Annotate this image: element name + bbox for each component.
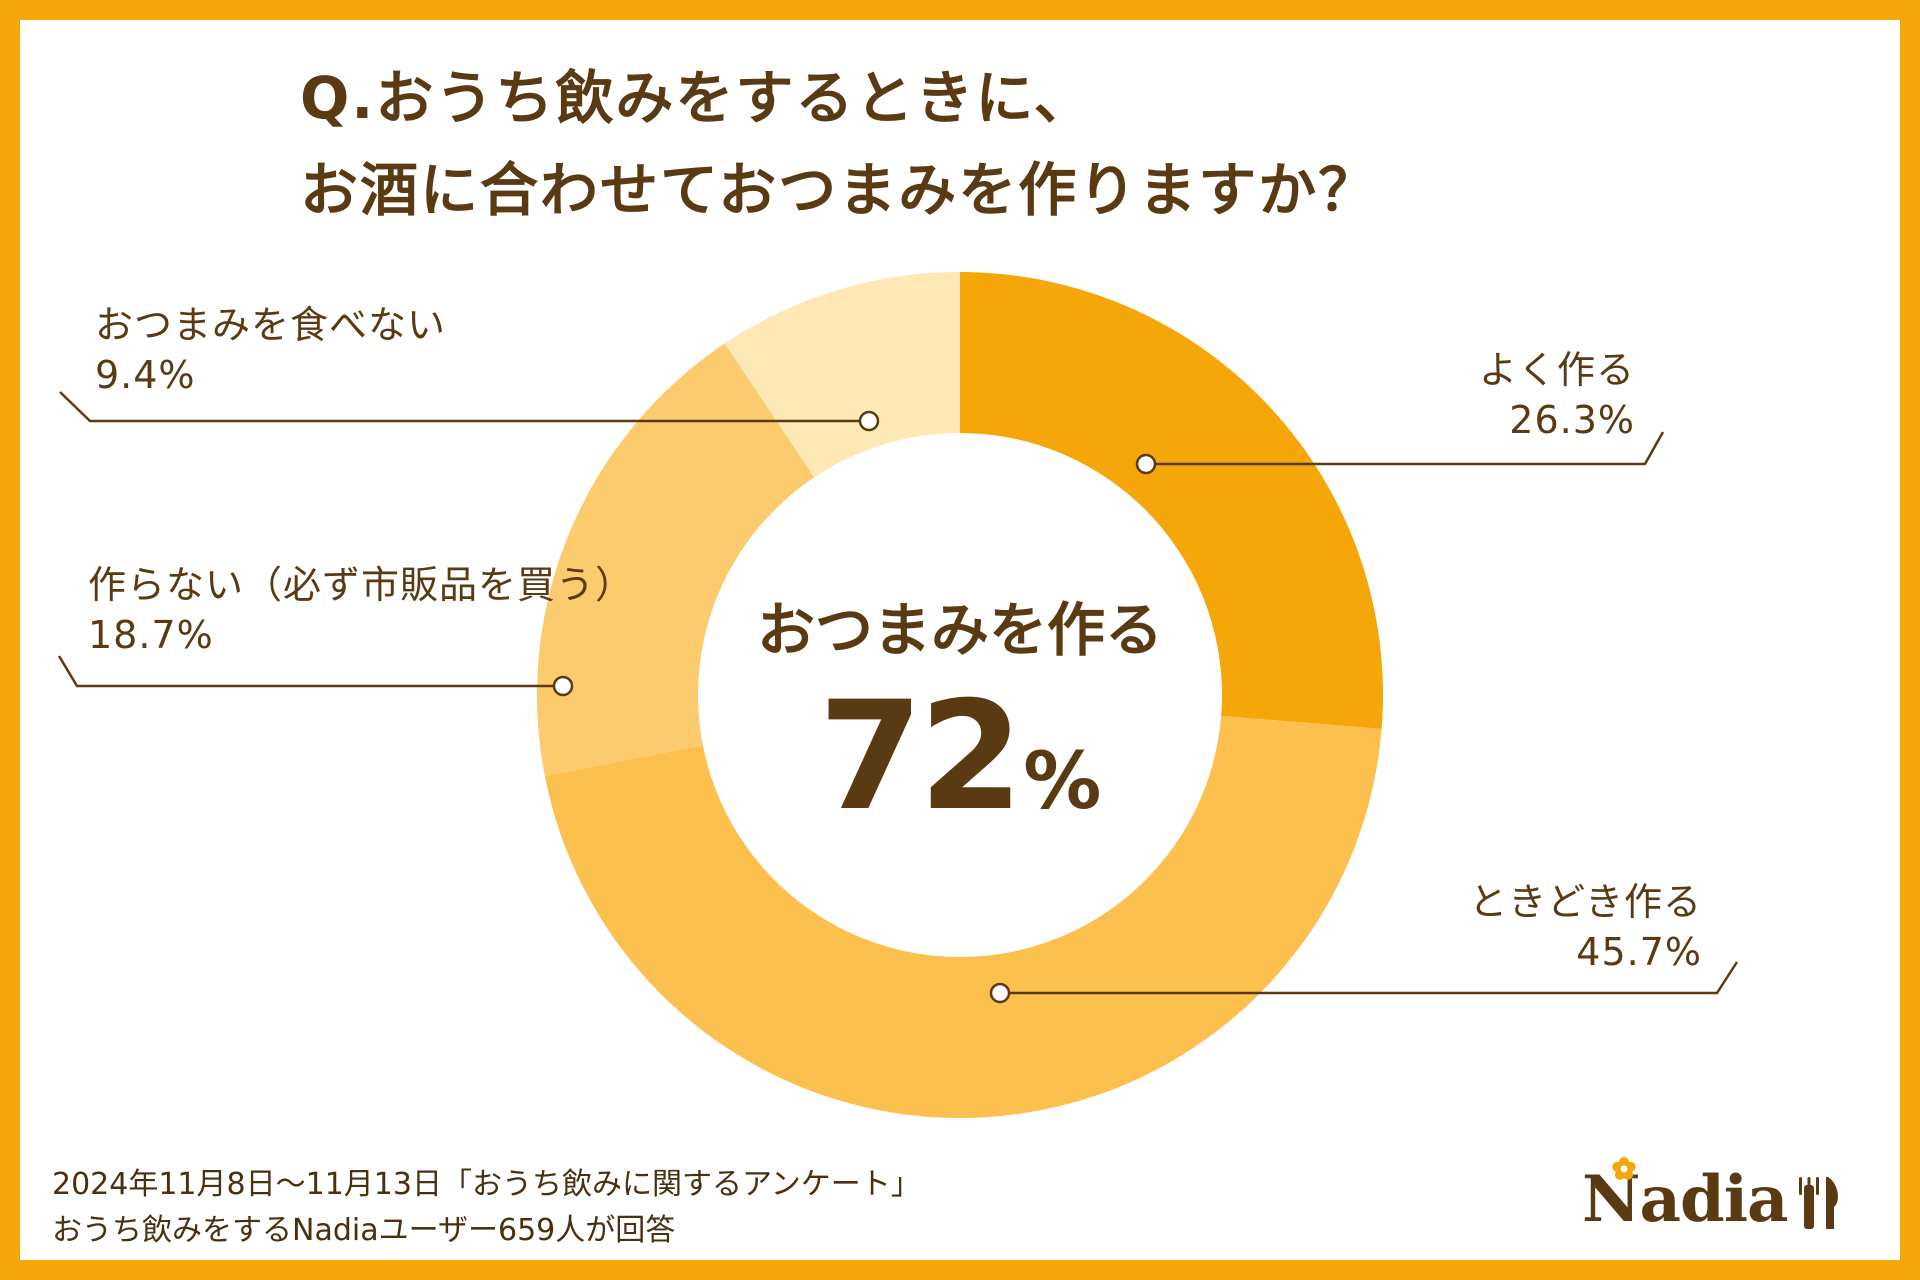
donut-slices xyxy=(537,272,1383,1118)
leader-line-sometimes xyxy=(1000,961,1739,995)
survey-respondents: おうち飲みをするNadiaユーザー659人が回答 xyxy=(52,1213,676,1248)
slice-label-often: よく作る 26.3% xyxy=(1380,345,1635,445)
survey-period: 2024年11月8日〜11月13日「おうち飲みに関するアンケート」 xyxy=(52,1167,921,1202)
slice-category-sometimes: ときどき作る xyxy=(1469,880,1702,924)
flower-icon xyxy=(1612,1157,1636,1180)
center-value-number: 72 xyxy=(818,670,1024,844)
nadia-logo: Nadia xyxy=(1582,1155,1862,1245)
leader-dot-no-snacks xyxy=(858,410,880,432)
slice-value-never-make: 18.7% xyxy=(88,613,214,657)
slice-label-sometimes: ときどき作る 45.7% xyxy=(1350,877,1702,977)
chart-title-line-1: Q.おうち飲みをするときに、 xyxy=(300,64,1094,132)
slice-value-often: 26.3% xyxy=(1509,398,1635,442)
slice-label-no-snacks: おつまみを食べない 9.4% xyxy=(95,300,446,400)
leader-dot-often xyxy=(1135,453,1157,475)
leader-dot-sometimes xyxy=(989,982,1011,1004)
slice-value-no-snacks: 9.4% xyxy=(95,353,196,397)
leader-lines xyxy=(57,391,1739,1004)
leader-line-never-make xyxy=(57,655,563,688)
chart-title-line-2: お酒に合わせておつまみを作りますか？ xyxy=(300,156,1379,224)
slice-category-no-snacks: おつまみを食べない xyxy=(95,303,447,347)
donut-slice-sometimes xyxy=(544,715,1382,1118)
fork-knife-icon xyxy=(1799,1177,1838,1229)
slice-label-never-make: 作らない（必ず市販品を買う） 18.7% xyxy=(88,560,634,660)
donut-slice-often xyxy=(960,272,1383,729)
survey-footnote: 2024年11月8日〜11月13日「おうち飲みに関するアンケート」 おうち飲みを… xyxy=(52,1162,921,1254)
chart-title: Q.おうち飲みをするときに、 お酒に合わせておつまみを作りますか？ xyxy=(300,52,1378,236)
center-label: おつまみを作る xyxy=(756,596,1163,664)
slice-category-often: よく作る xyxy=(1478,348,1635,392)
logo-decoration xyxy=(1612,1157,1838,1229)
slice-value-sometimes: 45.7% xyxy=(1576,930,1702,974)
donut-slice-never-make xyxy=(537,343,815,777)
center-value: 72% xyxy=(700,672,1220,888)
leader-line-often xyxy=(1146,431,1665,466)
leader-line-no-snacks xyxy=(59,391,869,423)
donut-slice-no-snacks xyxy=(724,272,960,478)
slice-category-never-make: 作らない（必ず市販品を買う） xyxy=(88,563,635,607)
center-value-unit: % xyxy=(1023,737,1102,827)
leader-dot-never-make xyxy=(552,675,574,697)
